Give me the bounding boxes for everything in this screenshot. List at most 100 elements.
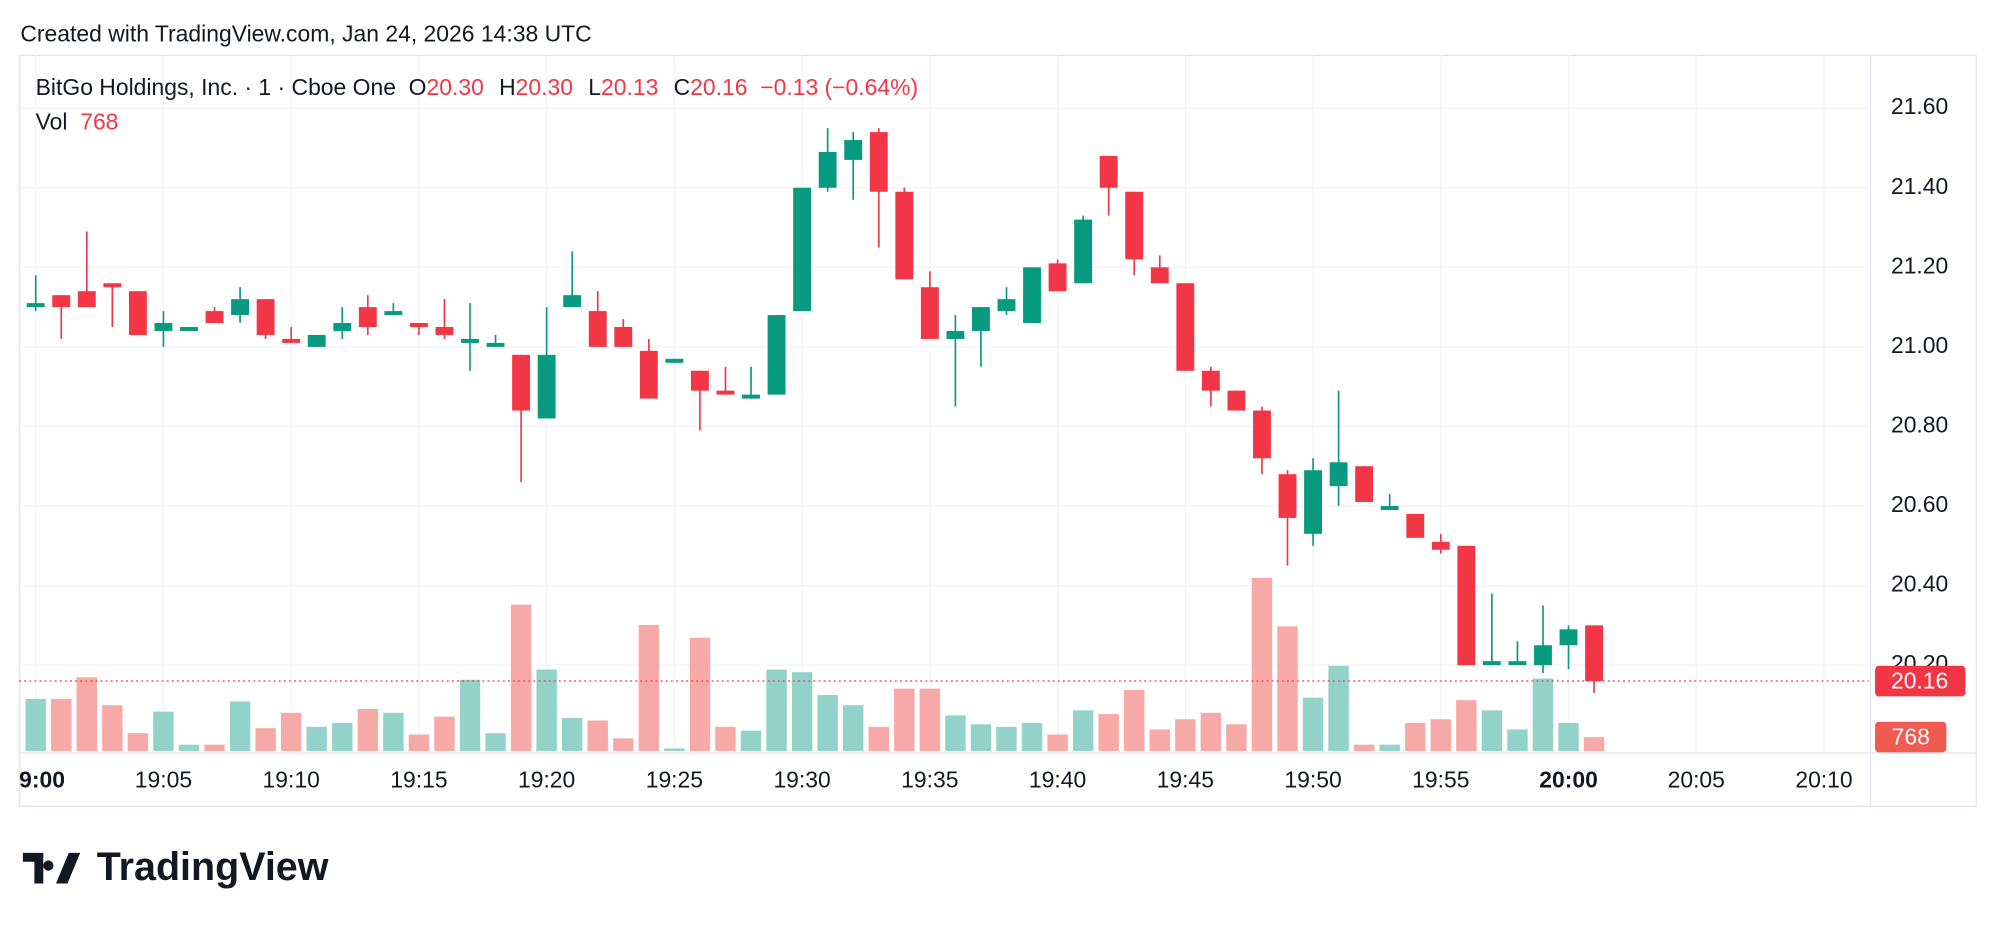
candle-body [1176,283,1195,371]
legend-value: 20.16 [690,74,747,100]
candle-body [461,338,479,343]
candle-body [1201,370,1220,391]
x-tick-label: 19:25 [646,767,703,793]
volume-bar [919,688,941,752]
x-tick-label: 20:05 [1668,767,1725,793]
candle-body [256,299,275,335]
x-tick-label: 19:15 [390,767,447,793]
candle-body [818,151,837,188]
volume-bar [1583,737,1605,752]
volume-bar [127,733,149,752]
candle-body [231,299,250,316]
volume-bar [153,711,174,752]
volume-bar [1200,712,1222,752]
volume-bar [1021,723,1043,752]
volume-bar [791,672,813,752]
volume-bar [868,726,889,752]
volume-bar [561,717,583,752]
volume-pane [25,577,1605,752]
volume-bar [536,669,557,752]
candle-body [435,326,454,335]
candle-body [997,299,1016,312]
legend-value: 20.30 [427,74,484,100]
legend-value: 20.13 [601,74,658,100]
grid [19,54,1869,752]
x-tick-label: 19:45 [1157,767,1214,793]
y-tick-label: 20.40 [1891,571,1948,597]
volume-bar [178,744,200,752]
volume-bar [1072,710,1094,752]
legend-volume: Vol 768 [36,109,119,135]
candle-body [103,283,122,288]
volume-bar [255,728,276,752]
brand: TradingView [97,845,329,889]
volume-bar [664,748,685,752]
volume-bar [306,726,327,752]
legend-value: 20.30 [516,74,573,100]
candle-body [895,191,914,280]
symbol: BitGo Holdings, Inc. · 1 · Cboe One [36,74,396,100]
candle-body [1253,410,1271,459]
volume-bar [434,716,455,752]
candle-body [920,287,939,339]
candle-body [972,307,990,331]
volume-bar [1251,577,1273,752]
volume-bar [332,723,353,752]
candle-body [1431,541,1450,550]
volume-bar [1405,723,1426,752]
x-tick-label: 19:20 [518,767,575,793]
candle-body [358,307,377,327]
x-tick-label: 20:10 [1795,767,1852,793]
y-tick-label: 20.80 [1891,411,1948,437]
volume-bar [485,733,506,752]
candle-body [1508,661,1527,666]
volume-bar [1149,729,1170,752]
candle-body [1406,513,1425,538]
candle-body [716,390,735,395]
price-pane [19,128,1869,693]
candle-body [690,370,709,391]
y-tick-label: 21.40 [1891,173,1948,199]
volume-bar [970,724,992,752]
volume-bar [1558,723,1579,752]
candle-body [180,326,198,331]
x-tick-label: 19:50 [1284,767,1341,793]
candle-body [1559,629,1578,646]
candle-body [1380,506,1399,510]
candle-body [333,323,352,331]
candle-body [282,338,301,343]
volume-label: Vol [36,109,68,135]
candle-body [665,358,684,363]
volume-bar [1175,719,1196,752]
candle-body [77,291,96,308]
candle-body [1304,470,1322,534]
volume-bar [1430,719,1452,752]
candle-body [537,354,556,419]
time-axis: 19:00 19:05 19:10 19:15 19:20 19:25 19:30 19:35… [19,767,1853,793]
last-volume-box [1875,721,1947,753]
candle-body [1482,661,1501,666]
legend-row: BitGo Holdings, Inc. · 1 · Cboe One O20.3… [36,74,918,100]
candle-body [588,311,607,347]
x-tick-label: 19:40 [1029,767,1086,793]
legend-key: C [674,74,691,100]
x-tick-label: 19:30 [773,767,830,793]
volume-bar [357,709,379,752]
volume-bar [1353,744,1375,752]
candle-body [1227,390,1246,411]
candle-body [1585,625,1604,682]
candle-body [1355,466,1374,503]
volume-bar [1532,678,1554,752]
candle-body [384,311,403,316]
candle-body [1023,267,1041,324]
candle-body [1048,263,1067,292]
volume-bar [1379,744,1400,752]
chart-frame [19,54,1977,808]
last-price-box [1875,665,1966,697]
candle-body [844,140,863,160]
candle-body [154,323,173,331]
y-tick-label: 20.60 [1891,491,1948,517]
volume-bar [280,712,302,752]
y-tick-label: 21.00 [1891,332,1948,358]
